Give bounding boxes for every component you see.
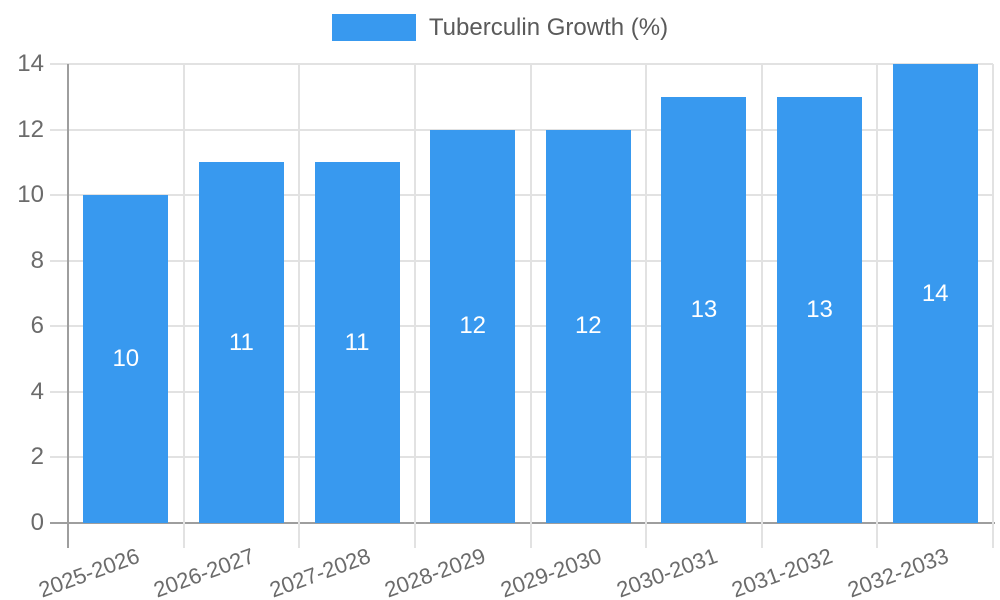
x-axis-tick-label: 2031-2032	[728, 543, 837, 600]
legend-label: Tuberculin Growth (%)	[428, 14, 669, 41]
gridline-horizontal	[50, 194, 993, 197]
y-axis-tick-label: 6	[30, 312, 44, 340]
bar: 12	[430, 129, 516, 523]
bar-value-label: 14	[921, 279, 949, 307]
bar: 13	[661, 96, 747, 523]
plot-area: 0 2 4 6 8 10 12 14 10 2025-2026 11 2026-2027 11 2027-…	[17, 50, 995, 600]
gridline-vertical	[529, 64, 532, 548]
gridline-horizontal	[50, 325, 993, 328]
gridline-vertical	[992, 64, 994, 548]
y-axis-tick-label: 4	[30, 377, 44, 405]
bar: 12	[545, 129, 631, 523]
x-axis-tick-label: 2027-2028	[266, 543, 374, 600]
gridline-horizontal	[50, 63, 993, 65]
y-axis-tick-label: 0	[30, 509, 44, 536]
gridline-horizontal	[50, 390, 993, 393]
y-axis-tick-label: 12	[17, 115, 44, 143]
bar-value-label: 12	[459, 312, 487, 340]
legend-swatch	[331, 14, 416, 41]
bar: 14	[892, 64, 978, 523]
bar-value-label: 12	[574, 312, 602, 340]
bar-value-label: 13	[806, 295, 833, 323]
gridline-vertical	[182, 64, 185, 548]
gridline-vertical	[876, 64, 879, 548]
x-axis-tick-label: 2029-2030	[497, 543, 605, 600]
x-axis-tick-label: 2032-2033	[844, 543, 952, 600]
gridline-horizontal	[50, 259, 993, 262]
x-axis-tick-label: 2030-2031	[613, 543, 721, 600]
bar-value-label: 10	[112, 345, 140, 373]
bar: 10	[83, 195, 169, 523]
y-axis-line	[67, 64, 69, 548]
gridline-horizontal	[50, 456, 993, 459]
gridline-vertical	[413, 64, 416, 548]
bar: 11	[198, 162, 284, 523]
bar-value-label: 11	[228, 328, 254, 356]
y-axis-tick-label: 14	[17, 50, 44, 77]
gridline-vertical	[298, 64, 301, 548]
gridline-horizontal	[50, 128, 993, 131]
bar: 13	[777, 96, 863, 523]
bar-value-label: 11	[344, 328, 370, 356]
gridline-vertical	[760, 64, 763, 548]
bar: 11	[314, 162, 400, 523]
x-axis-line	[50, 522, 995, 524]
x-axis-tick-label: 2025-2026	[34, 543, 143, 600]
y-axis-tick-label: 10	[17, 181, 44, 209]
y-axis-tick-label: 8	[30, 246, 44, 274]
gridline-vertical	[645, 64, 648, 548]
chart-legend[interactable]: Tuberculin Growth (%)	[0, 14, 1000, 41]
bar-value-label: 13	[690, 295, 718, 323]
y-axis-tick-label: 2	[30, 443, 44, 471]
x-axis-tick-label: 2026-2027	[150, 543, 258, 600]
x-axis-tick-label: 2028-2029	[381, 543, 490, 600]
